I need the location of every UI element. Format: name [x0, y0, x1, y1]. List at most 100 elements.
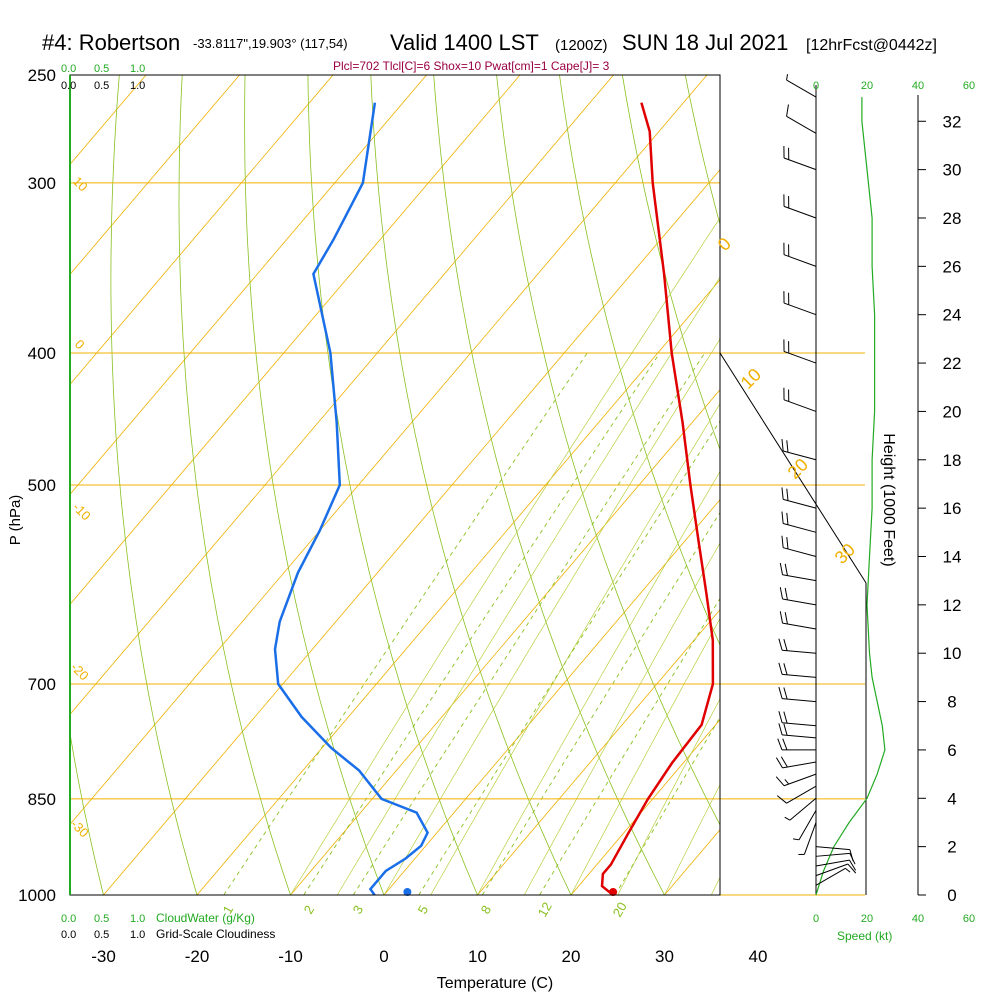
height-tick-label: 16 [943, 499, 962, 518]
height-tick-label: 20 [943, 402, 962, 421]
moist-adiabat-line [290, 217, 720, 895]
wind-barb-feather [778, 686, 783, 699]
temperature-tick-label: 30 [655, 947, 674, 966]
temperature-tick-label: -20 [185, 947, 210, 966]
moist-adiabat-line [477, 470, 720, 895]
wind-barb [775, 773, 817, 787]
wind-barb [781, 511, 817, 533]
wind-barb-feather [783, 711, 788, 724]
mixing-ratio-label: 3 [350, 903, 367, 917]
wind-barb [778, 711, 817, 727]
dry-adiabat-line [559, 75, 720, 646]
top-cloudwater-scale: 0.0 0.5 1.0 0.0 0.5 1.0 [61, 63, 145, 92]
wind-barb-feather [781, 487, 784, 500]
moist-adiabat-line [617, 698, 720, 895]
dry-adiabat-line [370, 75, 572, 895]
moist-adiabat-line [383, 338, 720, 895]
scale-mark: 0.0 [61, 80, 76, 92]
wind-barb-feather [780, 756, 788, 768]
isotherm-line [70, 75, 334, 386]
isotherm-line [383, 499, 720, 895]
temperature-tick-label: -30 [91, 947, 116, 966]
moist-adiabat-line [664, 784, 720, 895]
mixing-ratio-line [418, 420, 720, 895]
scale-mark: 1.0 [130, 913, 145, 925]
mixing-ratio-label: 8 [478, 903, 495, 917]
wind-barb-feather [786, 512, 789, 525]
wind-barb [815, 863, 857, 877]
scale-mark: 1.0 [130, 63, 145, 75]
wind-barb-feather [778, 638, 783, 651]
wind-barb-staff [782, 598, 817, 606]
isotherm-label: -20 [68, 660, 92, 684]
isotherm-labels: 10 0 -10 -20 -30 [68, 174, 94, 841]
profile-layer [273, 102, 715, 896]
speed-tick: 0 [813, 913, 819, 925]
height-tick-label: 26 [943, 257, 962, 276]
mixing-ratio-line [352, 352, 706, 895]
speed-tick: 20 [861, 913, 873, 925]
scale-mark: 0.5 [94, 63, 109, 75]
wind-barb [781, 487, 817, 509]
wind-barb-feather [783, 687, 788, 700]
dry-adiabat-line [622, 75, 720, 451]
mixing-ratio-label: 5 [415, 903, 432, 917]
wind-barb-feather [778, 662, 783, 675]
wind-barb-staff [783, 547, 817, 557]
scale-mark: 0.0 [61, 913, 76, 925]
pressure-tick-label: 500 [28, 476, 56, 495]
wind-barb-feather [783, 663, 788, 675]
station-coords: -33.8117",19.903° (117,54) [193, 36, 348, 51]
wind-barb-feather [775, 757, 783, 769]
dry-adiabat-line [110, 75, 198, 895]
height-tick-label: 30 [943, 161, 962, 180]
speed-axis-title: Speed (kt) [837, 929, 892, 943]
wind-barb-feather [849, 859, 857, 871]
wind-barb-staff [783, 157, 817, 171]
cloudwater-label: CloudWater (g/Kg) [156, 911, 255, 925]
surface-dewpoint-marker [403, 888, 412, 896]
wind-barb-staff [782, 649, 817, 654]
wind-barb-feather [784, 563, 788, 576]
wind-barb [778, 638, 817, 654]
wind-barb-feather [782, 738, 788, 751]
wind-barb [779, 587, 817, 606]
wind-barb-staff [815, 867, 846, 886]
moist-adiabat-line [523, 542, 720, 895]
dewpoint-profile-line [273, 102, 430, 896]
wind-barb-staff [786, 785, 817, 804]
theta-label: 0 [714, 234, 735, 255]
wind-barb [815, 859, 857, 871]
wind-barb [776, 785, 817, 804]
speed-tick: 40 [912, 913, 924, 925]
wind-barb [815, 867, 851, 886]
speed-tick: 40 [912, 80, 924, 92]
wind-barb [783, 339, 817, 364]
wind-barb-staff [789, 797, 817, 821]
wind-barb [798, 822, 817, 855]
moist-adiabat-line [570, 617, 720, 895]
scale-mark: 0.5 [94, 929, 109, 941]
wind-barb [815, 846, 854, 862]
height-axis-title: Height (1000 Feet) [880, 433, 897, 566]
wind-barb [781, 535, 817, 557]
wind-barb-staff [786, 115, 817, 134]
height-tick-label: 10 [943, 644, 962, 663]
pressure-tick-label: 400 [28, 344, 56, 363]
theta-label: 30 [831, 540, 859, 568]
mixing-ratio-label: 12 [535, 899, 555, 919]
wind-barb-feather [779, 562, 784, 575]
bottom-cloudwater-scale: 0.0 0.5 1.0 0.0 0.5 1.0 [61, 913, 145, 941]
wind-barb-staff [782, 698, 817, 703]
mixing-ratio-line [614, 716, 720, 895]
wind-barb-halffeather [784, 816, 791, 821]
x-axis-title: Temperature (C) [437, 975, 553, 992]
wind-barb-staff [782, 761, 817, 769]
isotherm-label: -10 [70, 500, 94, 524]
wind-barb [778, 662, 817, 678]
mixing-ratio-line [303, 352, 661, 895]
wind-barb-halffeather [784, 779, 790, 785]
isotherm-label: -30 [68, 817, 92, 841]
temperature-tick-label: 10 [468, 947, 487, 966]
